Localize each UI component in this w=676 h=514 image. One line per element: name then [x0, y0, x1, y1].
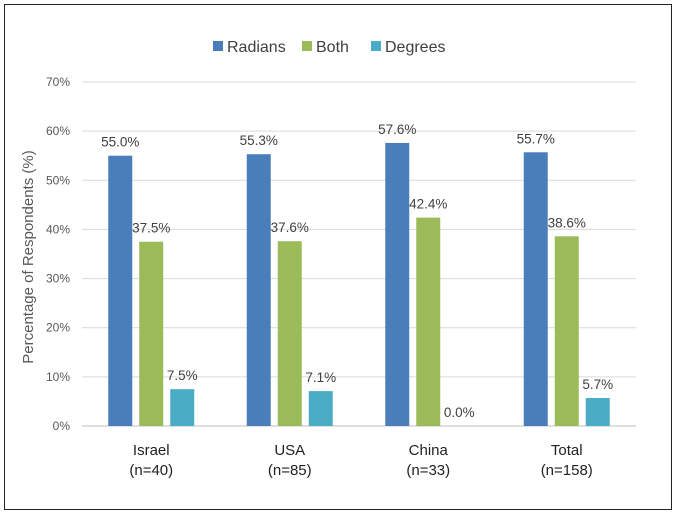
bar: [170, 389, 195, 426]
x-tick-label: China: [409, 442, 449, 459]
x-tick-label: Israel: [133, 442, 170, 459]
bar: [246, 154, 271, 427]
y-tick-label: 20%: [46, 321, 70, 335]
legend-label: Degrees: [385, 39, 445, 56]
y-tick-label: 30%: [46, 272, 70, 286]
data-label: 57.6%: [378, 122, 416, 137]
bars: [108, 142, 610, 427]
data-label: 37.5%: [132, 221, 170, 236]
x-tick-label: (n=40): [129, 462, 173, 479]
legend: Radians Both Degrees: [213, 39, 445, 56]
bar: [416, 217, 441, 426]
bar: [108, 155, 133, 426]
bar: [308, 391, 333, 426]
y-axis-ticks: 0% 10% 20% 30% 40% 50% 60% 70%: [46, 75, 70, 433]
bar: [139, 241, 164, 426]
y-tick-label: 40%: [46, 222, 70, 236]
legend-swatch: [213, 41, 223, 51]
bar: [585, 397, 610, 426]
y-tick-label: 60%: [46, 124, 70, 138]
x-tick-label: (n=33): [406, 462, 450, 479]
data-labels: 55.0% 37.5% 7.5% 55.3% 37.6% 7.1% 57.6% 42.4% 0.…: [101, 122, 613, 420]
data-label: 0.0%: [444, 405, 475, 420]
bar: [385, 142, 410, 427]
x-tick-label: (n=158): [541, 462, 593, 479]
legend-swatch: [371, 41, 381, 51]
legend-label: Radians: [227, 39, 286, 56]
bar: [554, 236, 579, 426]
y-tick-label: 0%: [53, 419, 71, 433]
data-label: 37.6%: [271, 220, 309, 235]
legend-swatch: [302, 41, 312, 51]
x-axis-categories: Israel (n=40) USA (n=85) China (n=33) Total (n=…: [129, 442, 592, 479]
y-tick-label: 50%: [46, 173, 70, 187]
x-tick-label: USA: [274, 442, 305, 459]
data-label: 7.5%: [167, 368, 198, 383]
data-label: 55.0%: [101, 135, 139, 150]
data-label: 55.3%: [240, 133, 278, 148]
bar: [277, 241, 302, 426]
legend-label: Both: [316, 39, 349, 56]
data-label: 42.4%: [409, 197, 447, 212]
data-label: 7.1%: [305, 370, 336, 385]
y-tick-label: 10%: [46, 370, 70, 384]
x-tick-label: (n=85): [268, 462, 312, 479]
data-label: 55.7%: [517, 131, 555, 146]
bar: [523, 152, 548, 426]
x-tick-label: Total: [551, 442, 583, 459]
y-axis-label: Percentage of Respondents (%): [20, 150, 37, 363]
data-label: 5.7%: [582, 377, 613, 392]
data-label: 38.6%: [548, 215, 586, 230]
y-tick-label: 70%: [46, 75, 70, 89]
